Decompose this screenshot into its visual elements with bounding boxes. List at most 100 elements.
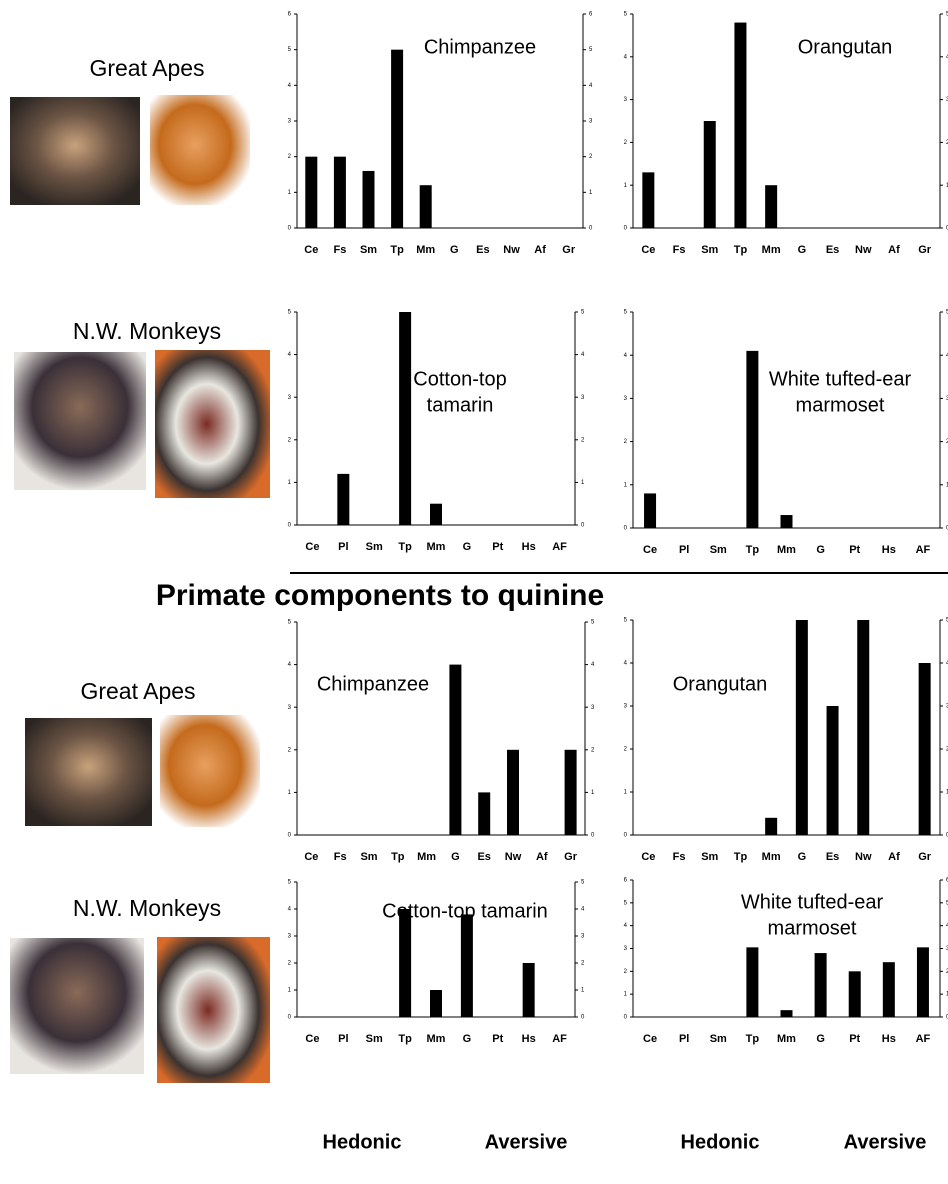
bar — [644, 493, 656, 528]
y2-tick-label: 4 — [591, 662, 595, 668]
x-tick-label: Sm — [360, 851, 377, 863]
bar — [523, 963, 535, 1017]
chart-title: Chimpanzee — [424, 36, 536, 58]
y-tick-label: 1 — [624, 482, 628, 488]
marmoset-photo — [155, 350, 270, 498]
y-tick-label: 6 — [624, 878, 628, 884]
group-label: N.W. Monkeys — [73, 895, 221, 921]
x-tick-label: Gr — [564, 851, 578, 863]
x-tick-label: G — [463, 541, 472, 553]
bar — [363, 171, 375, 228]
y-tick-label: 6 — [288, 12, 292, 18]
x-tick-label: Fs — [673, 244, 686, 256]
y2-tick-label: 4 — [581, 907, 585, 913]
axis-group-label: Aversive — [844, 1131, 927, 1153]
y-tick-label: 2 — [624, 747, 628, 753]
x-tick-label: Mm — [762, 244, 781, 256]
x-tick-label: Gr — [918, 244, 932, 256]
y-tick-label: 1 — [288, 988, 292, 994]
y-tick-label: 0 — [624, 833, 628, 839]
y2-tick-label: 5 — [591, 620, 595, 626]
x-tick-label: Tp — [391, 851, 405, 863]
y-tick-label: 3 — [288, 395, 292, 401]
bar — [781, 515, 793, 528]
axis-group-label: Hedonic — [681, 1131, 760, 1153]
group-label: Great Apes — [89, 55, 204, 81]
y2-tick-label: 1 — [589, 190, 593, 196]
y2-tick-label: 2 — [591, 747, 595, 753]
bar — [883, 962, 895, 1017]
y2-tick-label: 4 — [581, 352, 585, 358]
bar — [827, 706, 839, 835]
axis-group-label: Aversive — [485, 1131, 568, 1153]
x-tick-label: Sm — [701, 244, 718, 256]
y-tick-label: 5 — [624, 618, 628, 624]
x-tick-label: Af — [536, 851, 548, 863]
chart-title: White tufted-ear — [741, 891, 884, 913]
orangutan-photo — [150, 95, 250, 205]
x-tick-label: Ce — [305, 541, 319, 553]
y2-tick-label: 3 — [589, 119, 593, 125]
group-label: Great Apes — [80, 678, 195, 704]
figure: Great Apes N.W. Monkeys Great Apes N.W. … — [0, 0, 948, 1184]
bar — [430, 990, 442, 1017]
y-tick-label: 0 — [288, 1015, 292, 1021]
x-tick-label: Mm — [762, 851, 781, 863]
y-tick-label: 3 — [288, 934, 292, 940]
bar — [337, 474, 349, 525]
bar — [917, 947, 929, 1017]
x-tick-label: Mm — [427, 1033, 446, 1045]
heading: Primate components to quinine — [156, 579, 604, 612]
x-tick-label: Ce — [643, 1033, 657, 1045]
y-tick-label: 5 — [624, 900, 628, 906]
x-tick-label: Gr — [918, 851, 932, 863]
y2-tick-label: 3 — [581, 934, 585, 940]
chart-title: marmoset — [796, 394, 885, 416]
bar — [391, 50, 403, 228]
y-tick-label: 4 — [288, 662, 292, 668]
x-tick-label: Pl — [679, 544, 689, 556]
x-tick-label: Tp — [746, 1033, 760, 1045]
bar — [420, 185, 432, 228]
y-tick-label: 4 — [624, 54, 628, 60]
bar — [849, 971, 861, 1017]
x-tick-label: G — [816, 544, 825, 556]
x-tick-label: G — [463, 1033, 472, 1045]
y2-tick-label: 2 — [581, 437, 585, 443]
bar — [781, 1010, 793, 1017]
x-tick-label: Tp — [390, 244, 404, 256]
x-tick-label: Sm — [360, 244, 377, 256]
y-tick-label: 3 — [624, 396, 628, 402]
y-tick-label: 2 — [288, 154, 292, 160]
x-tick-label: Hs — [882, 1033, 896, 1045]
y-tick-label: 3 — [624, 946, 628, 952]
x-tick-label: G — [798, 851, 807, 863]
y-tick-label: 1 — [288, 190, 292, 196]
y-tick-label: 4 — [624, 923, 628, 929]
y-tick-label: 3 — [288, 119, 292, 125]
x-tick-label: AF — [552, 1033, 567, 1045]
tamarin-photo — [10, 938, 144, 1074]
x-tick-label: Mm — [777, 544, 796, 556]
axis-group-label: Hedonic — [323, 1131, 402, 1153]
y-tick-label: 0 — [624, 1015, 628, 1021]
x-tick-label: Nw — [855, 851, 872, 863]
x-tick-label: Hs — [522, 1033, 536, 1045]
bar — [478, 792, 490, 835]
x-tick-label: Tp — [734, 244, 748, 256]
y2-tick-label: 3 — [591, 705, 595, 711]
y-tick-label: 2 — [288, 961, 292, 967]
chart-title: Orangutan — [673, 673, 768, 695]
y-tick-label: 3 — [624, 704, 628, 710]
x-tick-label: AF — [916, 544, 931, 556]
bar — [734, 23, 746, 228]
x-tick-label: Fs — [334, 851, 347, 863]
chart-title: Cotton-top — [413, 368, 506, 390]
y2-tick-label: 0 — [581, 523, 585, 529]
x-tick-label: Ce — [641, 244, 655, 256]
bar — [565, 750, 577, 835]
y-tick-label: 0 — [288, 523, 292, 529]
bar — [815, 953, 827, 1017]
y-tick-label: 3 — [624, 97, 628, 103]
x-tick-label: Af — [888, 244, 900, 256]
